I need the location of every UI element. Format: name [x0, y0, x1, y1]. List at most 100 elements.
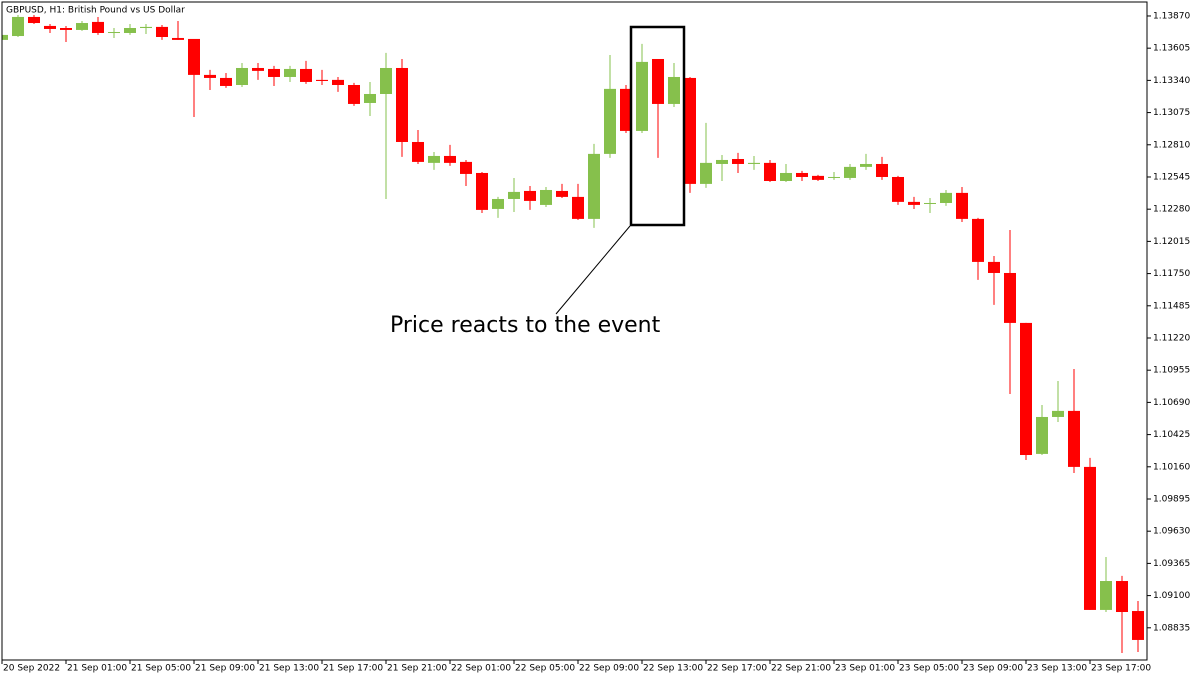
x-tick-label: 23 Sep 09:00	[963, 664, 1023, 674]
candle-body	[1084, 466, 1096, 610]
candle-body	[108, 32, 120, 34]
candle-body	[188, 38, 200, 75]
annotation-text: Price reacts to the event	[390, 313, 661, 338]
annotation-line	[555, 225, 631, 315]
y-tick-label: 1.13870	[1153, 11, 1190, 21]
y-tick-label: 1.13605	[1153, 44, 1190, 54]
candle-body	[908, 201, 920, 205]
y-tick-label: 1.12015	[1153, 237, 1190, 247]
x-tick-label: 22 Sep 09:00	[579, 664, 639, 674]
candle-body	[556, 190, 568, 197]
x-tick-label: 22 Sep 17:00	[707, 664, 767, 674]
chart-title: GBPUSD, H1: British Pound vs US Dollar	[6, 6, 185, 16]
candle-body	[716, 159, 728, 164]
plot-area	[2, 15, 1144, 653]
y-tick-label: 1.13340	[1153, 76, 1190, 86]
candle-body	[956, 192, 968, 219]
candle-body	[44, 25, 56, 29]
y-tick-label: 1.13075	[1153, 108, 1190, 118]
candle-body	[1004, 272, 1016, 323]
candle-body	[428, 155, 440, 163]
x-tick-label: 22 Sep 13:00	[643, 664, 703, 674]
candle-body	[684, 77, 696, 184]
x-tick-label: 21 Sep 13:00	[259, 664, 319, 674]
candle-body	[252, 67, 264, 71]
candle-body	[364, 93, 376, 103]
candle-body	[668, 76, 680, 104]
candle-body	[940, 192, 952, 203]
candle-body	[300, 68, 312, 82]
x-tick-label: 20 Sep 2022	[3, 664, 60, 674]
candle-body	[492, 198, 504, 209]
x-tick-label: 23 Sep 05:00	[899, 664, 959, 674]
candle-body	[348, 84, 360, 104]
candle-body	[524, 190, 536, 201]
y-tick-label: 1.10425	[1153, 430, 1190, 440]
y-tick-label: 1.10690	[1153, 398, 1190, 408]
x-tick-label: 22 Sep 05:00	[515, 664, 575, 674]
y-tick-label: 1.12280	[1153, 205, 1190, 215]
candle-body	[380, 67, 392, 94]
candle-body	[12, 16, 24, 37]
annotation-box	[629, 25, 686, 227]
x-tick-label: 23 Sep 01:00	[835, 664, 895, 674]
x-tick-label: 21 Sep 09:00	[195, 664, 255, 674]
candle-body	[1068, 410, 1080, 467]
candle-body	[204, 74, 216, 78]
candle-body	[620, 88, 632, 131]
candle-body	[588, 153, 600, 219]
candle-body	[236, 67, 248, 85]
y-tick-label: 1.12545	[1153, 172, 1190, 182]
candle-body	[924, 202, 936, 204]
candle-body	[412, 141, 424, 162]
candle-body	[316, 79, 328, 81]
candle-body	[476, 172, 488, 210]
candle-body	[268, 68, 280, 77]
candle-body	[652, 58, 664, 104]
y-tick-label: 1.09100	[1153, 591, 1190, 601]
candle-body	[700, 162, 712, 184]
candle-body	[396, 67, 408, 142]
y-tick-label: 1.08835	[1153, 623, 1190, 633]
plot-frame	[1, 1, 1148, 661]
candle-body	[1116, 581, 1128, 613]
candle-body	[812, 175, 824, 180]
candle-body	[76, 23, 88, 30]
candle-body	[28, 16, 40, 24]
candle-body	[508, 191, 520, 199]
y-tick-label: 1.11485	[1153, 301, 1190, 311]
candle-body	[1132, 611, 1144, 640]
x-tick-label: 22 Sep 21:00	[771, 664, 831, 674]
y-tick-label: 1.10160	[1153, 462, 1190, 472]
y-tick-label: 1.09630	[1153, 527, 1190, 537]
candle-body	[636, 61, 648, 131]
y-tick-label: 1.11220	[1153, 333, 1190, 343]
candle-body	[156, 26, 168, 37]
candle-body	[876, 163, 888, 177]
y-tick-label: 1.10955	[1153, 366, 1190, 376]
candle-body	[732, 158, 744, 164]
candle-body	[124, 28, 136, 33]
candle-body	[140, 26, 152, 29]
candle-body	[1100, 581, 1112, 610]
candle-body	[892, 176, 904, 202]
candle-body	[92, 21, 104, 33]
candle-body	[780, 172, 792, 181]
candle-body	[988, 261, 1000, 273]
candle-body	[828, 176, 840, 178]
candle-body	[1052, 410, 1064, 417]
candle-body	[60, 28, 72, 30]
candle-body	[2, 34, 8, 40]
candle-body	[972, 218, 984, 262]
x-tick-label: 21 Sep 17:00	[323, 664, 383, 674]
candle-body	[220, 77, 232, 86]
x-tick-label: 22 Sep 01:00	[451, 664, 511, 674]
candle-body	[1020, 322, 1032, 456]
x-tick-label: 21 Sep 01:00	[67, 664, 127, 674]
candle-body	[572, 196, 584, 219]
candle-body	[172, 37, 184, 40]
x-tick-label: 21 Sep 05:00	[131, 664, 191, 674]
candle-body	[460, 161, 472, 174]
candle-body	[860, 163, 872, 167]
